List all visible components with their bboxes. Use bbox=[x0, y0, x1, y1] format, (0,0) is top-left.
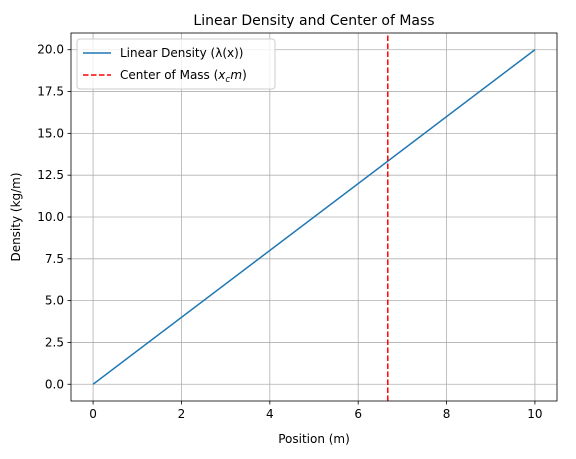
legend-label-center-of-mass: Center of Mass (xcm) bbox=[120, 68, 247, 85]
y-tick-label: 10.0 bbox=[37, 210, 64, 224]
series-layer bbox=[92, 33, 536, 401]
x-tick-label: 6 bbox=[354, 407, 362, 421]
y-tick-label: 2.5 bbox=[45, 335, 64, 349]
linear-density-line bbox=[92, 49, 536, 385]
legend-label-linear-density: Linear Density (λ(x)) bbox=[120, 46, 243, 60]
y-tick-label: 0.0 bbox=[45, 377, 64, 391]
chart-title: Linear Density and Center of Mass bbox=[193, 13, 434, 29]
x-tick-label: 4 bbox=[266, 407, 274, 421]
x-tick-label: 0 bbox=[89, 407, 97, 421]
y-tick-label: 7.5 bbox=[45, 252, 64, 266]
y-tick-label: 12.5 bbox=[37, 168, 64, 182]
x-tick-label: 10 bbox=[527, 407, 542, 421]
x-tick-label: 2 bbox=[178, 407, 186, 421]
y-axis-label: Density (kg/m) bbox=[9, 172, 23, 261]
x-axis-label: Position (m) bbox=[278, 432, 350, 446]
y-tick-label: 5.0 bbox=[45, 294, 64, 308]
y-tick-label: 17.5 bbox=[37, 85, 64, 99]
ticks: 0 2 4 6 8 10 0.0 2.5 5.0 7.5 10.0 12.5 15.0 17.5 20.0 bbox=[37, 43, 542, 421]
legend-box bbox=[76, 38, 276, 90]
y-tick-label: 20.0 bbox=[37, 43, 64, 57]
grid bbox=[71, 33, 557, 401]
legend: Linear Density (λ(x)) Center of Mass (xc… bbox=[76, 38, 276, 90]
y-tick-label: 15.0 bbox=[37, 126, 64, 140]
x-tick-label: 8 bbox=[443, 407, 451, 421]
